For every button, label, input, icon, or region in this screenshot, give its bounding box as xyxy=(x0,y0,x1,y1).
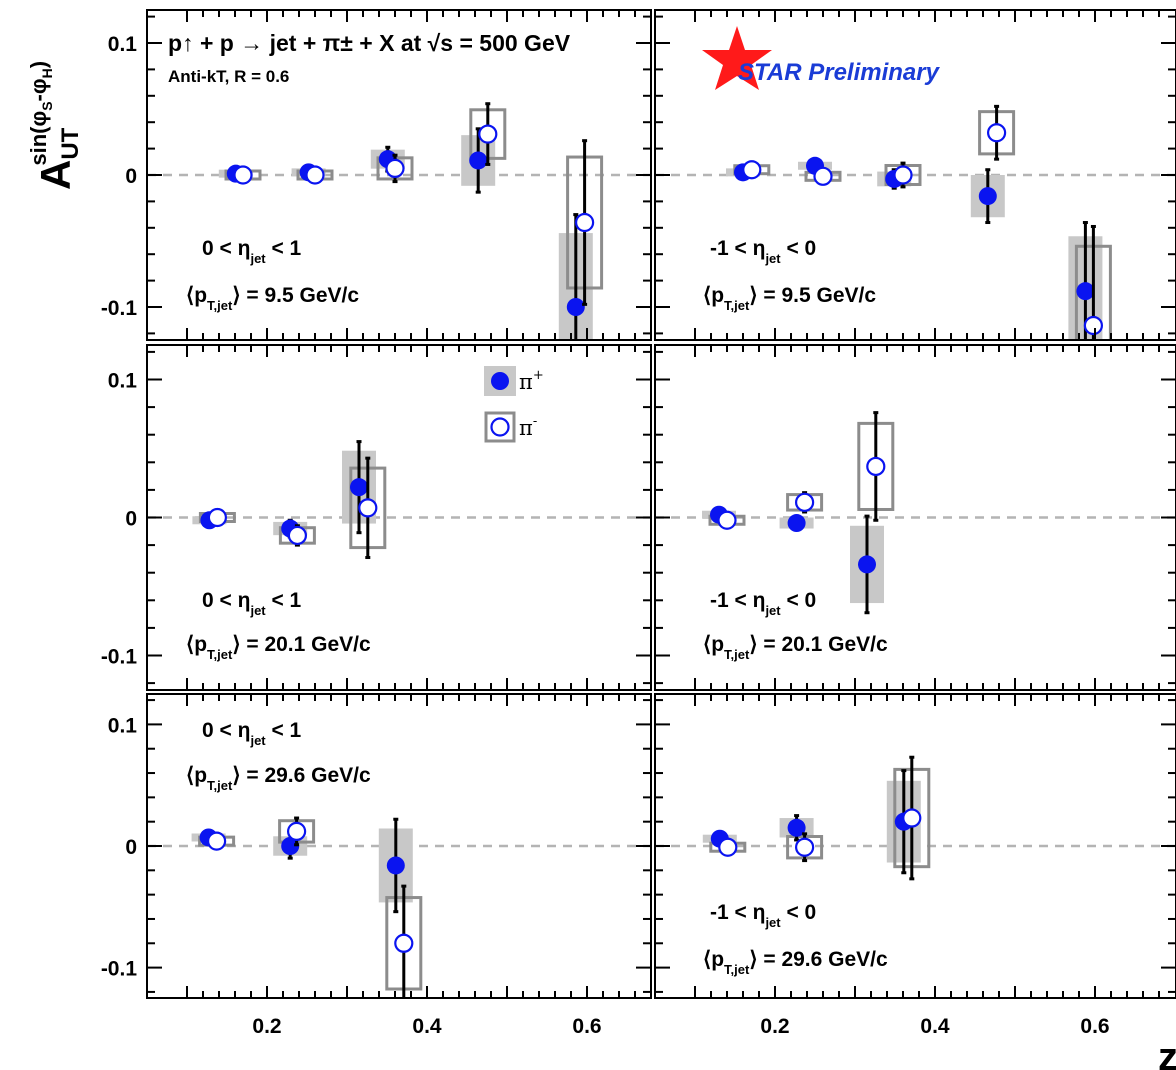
star-logo-icon xyxy=(702,26,772,90)
data-point-pi-plus xyxy=(1076,282,1095,301)
data-point-pi-minus xyxy=(207,507,227,528)
svg-text:AUTsin(φS-φH): AUTsin(φS-φH) xyxy=(26,61,84,190)
data-point-pi-plus xyxy=(787,818,806,837)
y-tick-label: 0 xyxy=(125,508,137,531)
data-point-pi-plus xyxy=(469,151,488,170)
data-point-pi-minus xyxy=(1083,315,1104,336)
data-point-pi-minus xyxy=(866,456,886,477)
y-tick-label: -0.1 xyxy=(101,958,138,981)
data-point-pi-minus xyxy=(305,165,325,185)
pt-label: ⟨pT,jet⟩ = 9.5 GeV/c xyxy=(186,284,359,313)
y-tick-label: 0 xyxy=(125,836,137,859)
data-point-pi-minus xyxy=(287,525,307,546)
panel-eta-neg-pt-29.6: 0.2 0.4 0.6 -1 < ηjet < 0 ⟨pT,jet⟩ = 29.6 Ge… xyxy=(654,693,1176,1038)
panel-eta-pos-pt-29.6: 0.1 0 -0.1 0.2 0.4 0.6 0 < ηjet < 1 ⟨pT,jet⟩ = … xyxy=(101,693,652,1038)
data-point-pi-minus xyxy=(986,123,1007,143)
data-point-pi-minus xyxy=(813,166,833,186)
y-tick-label: 0.1 xyxy=(108,714,138,737)
x-axis-title: z xyxy=(1158,1035,1176,1070)
data-point-pi-minus xyxy=(902,808,922,828)
data-point-pi-minus xyxy=(718,837,738,857)
data-point-pi-minus xyxy=(794,837,815,857)
data-point-pi-minus xyxy=(794,492,815,512)
data-point-pi-minus xyxy=(233,165,253,185)
pt-label: ⟨pT,jet⟩ = 9.5 GeV/c xyxy=(703,284,876,313)
data-point-pi-minus xyxy=(207,831,227,851)
pt-label: ⟨pT,jet⟩ = 29.6 GeV/c xyxy=(186,764,371,793)
eta-range-label: -1 < ηjet < 0 xyxy=(710,901,816,930)
panel-eta-neg-pt-9.5: -1 < ηjet < 0 ⟨pT,jet⟩ = 9.5 GeV/c xyxy=(654,9,1176,341)
legend-syst-pi-minus xyxy=(484,411,516,443)
x-tick-label: 0.2 xyxy=(760,1015,789,1038)
legend-label-pi-plus: π+ xyxy=(519,368,544,394)
y-tick-label: 0.1 xyxy=(108,370,138,393)
data-point-pi-plus xyxy=(281,837,300,855)
y-axis-title: AUTsin(φS-φH) xyxy=(26,61,84,190)
y-tick-label: -0.1 xyxy=(101,297,138,320)
data-point-pi-plus xyxy=(566,298,585,316)
eta-range-label: -1 < ηjet < 0 xyxy=(710,589,816,618)
legend: π+ π- xyxy=(484,366,544,443)
legend-marker-pi-minus xyxy=(490,417,510,437)
x-tick-label: 0.2 xyxy=(252,1015,281,1038)
panel-eta-neg-pt-20.1: -1 < ηjet < 0 ⟨pT,jet⟩ = 20.1 GeV/c xyxy=(654,344,1176,691)
legend-marker-pi-plus xyxy=(491,372,509,390)
y-tick-label: -0.1 xyxy=(101,646,138,669)
panel-plot-area xyxy=(655,755,1176,881)
data-point-pi-minus xyxy=(287,821,307,842)
algorithm-label: Anti-kT, R = 0.6 xyxy=(168,67,289,86)
panel-eta-pos-pt-20.1: 0.1 0 -0.1 0 < ηjet < 1 ⟨pT,jet⟩ = 20.1 GeV/… xyxy=(101,344,652,691)
data-point-pi-minus xyxy=(893,165,913,185)
y-tick-label: 0 xyxy=(125,165,137,188)
star-logo: STAR Preliminary xyxy=(702,26,941,90)
eta-range-label: 0 < ηjet < 1 xyxy=(202,237,302,266)
data-point-pi-minus xyxy=(478,124,498,144)
eta-range-label: -1 < ηjet < 0 xyxy=(710,237,816,266)
data-point-pi-minus xyxy=(394,933,414,953)
pt-label: ⟨pT,jet⟩ = 29.6 GeV/c xyxy=(703,948,888,977)
panel-plot-area xyxy=(147,816,651,998)
panel-plot-area xyxy=(655,104,1176,340)
logo-text: STAR Preliminary xyxy=(738,59,941,86)
data-point-pi-minus xyxy=(717,510,737,530)
y-tick-label: 0.1 xyxy=(108,33,138,56)
data-point-pi-plus xyxy=(787,514,806,533)
data-point-pi-minus xyxy=(574,212,595,233)
panel-plot-area xyxy=(655,411,1176,615)
eta-range-label: 0 < ηjet < 1 xyxy=(202,719,302,748)
data-point-pi-plus xyxy=(350,478,368,497)
legend-label-pi-minus: π- xyxy=(519,414,537,440)
data-point-pi-minus xyxy=(385,158,405,178)
x-tick-label: 0.4 xyxy=(920,1015,950,1038)
pt-label: ⟨pT,jet⟩ = 20.1 GeV/c xyxy=(703,633,888,662)
data-point-pi-minus xyxy=(742,160,762,180)
data-point-pi-plus xyxy=(858,555,876,574)
x-tick-label: 0.4 xyxy=(412,1015,442,1038)
panel-plot-area xyxy=(147,440,651,560)
eta-range-label: 0 < ηjet < 1 xyxy=(202,589,302,618)
pt-label: ⟨pT,jet⟩ = 20.1 GeV/c xyxy=(186,633,371,662)
data-point-pi-plus xyxy=(386,856,405,875)
x-tick-label: 0.6 xyxy=(1080,1015,1109,1038)
x-tick-label: 0.6 xyxy=(572,1015,601,1038)
panel-plot-area xyxy=(147,102,651,340)
process-title: p↑ + p → jet + π± + X at √s = 500 GeV xyxy=(168,30,571,56)
data-point-pi-plus xyxy=(978,187,997,206)
data-point-pi-minus xyxy=(358,498,378,518)
